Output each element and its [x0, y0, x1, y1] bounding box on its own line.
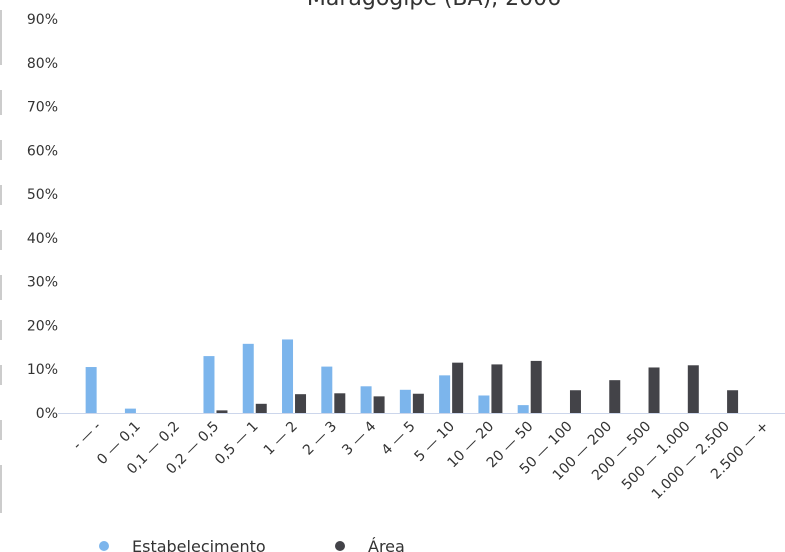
y-tick-label: 40%: [27, 231, 58, 247]
bar: [569, 390, 581, 413]
bar: [517, 405, 529, 413]
bar: [727, 390, 739, 413]
y-tick-label: 70%: [27, 100, 58, 116]
legend-label: Área: [368, 537, 405, 552]
legend-marker: [99, 541, 109, 551]
y-tick-label: 10%: [27, 362, 58, 378]
bar: [124, 408, 136, 413]
y-tick-label: 30%: [27, 275, 58, 291]
legend-marker: [335, 541, 345, 551]
bar: [360, 386, 372, 413]
bar: [399, 389, 411, 413]
bar: [439, 375, 451, 413]
x-tick-label: 2 — 3: [300, 419, 340, 459]
bar: [412, 393, 424, 413]
bar: [282, 339, 294, 413]
bar: [85, 367, 97, 413]
bar: [255, 403, 267, 413]
bar: [242, 343, 254, 413]
bar: [491, 364, 503, 413]
x-tick-label: 0,5 — 1: [212, 419, 262, 469]
bar: [648, 367, 660, 413]
bar: [373, 396, 385, 413]
legend-label: Estabelecimento: [132, 537, 266, 552]
bar: [216, 410, 228, 413]
chart-title: Maragogipe (BA), 2006: [307, 0, 561, 11]
bar: [334, 393, 346, 413]
y-tick-label: 50%: [27, 187, 58, 203]
bar: [609, 380, 621, 413]
y-tick-label: 90%: [27, 12, 58, 28]
bar: [530, 360, 542, 413]
bar: [321, 366, 333, 413]
y-tick-label: 60%: [27, 143, 58, 159]
y-tick-label: 0%: [36, 406, 58, 422]
x-tick-label: 500 — 1.000: [619, 419, 694, 494]
x-tick-label: 1 — 2: [261, 419, 301, 459]
bar: [687, 365, 699, 413]
y-tick-label: 20%: [27, 318, 58, 334]
bar: [478, 395, 490, 413]
bar: [203, 356, 215, 413]
bar: [295, 394, 307, 413]
bar: [452, 362, 464, 413]
x-tick-label: - — -: [70, 419, 105, 454]
frame-decoration: [0, 10, 2, 513]
y-tick-label: 80%: [27, 56, 58, 72]
x-tick-label: 3 — 4: [339, 418, 379, 458]
